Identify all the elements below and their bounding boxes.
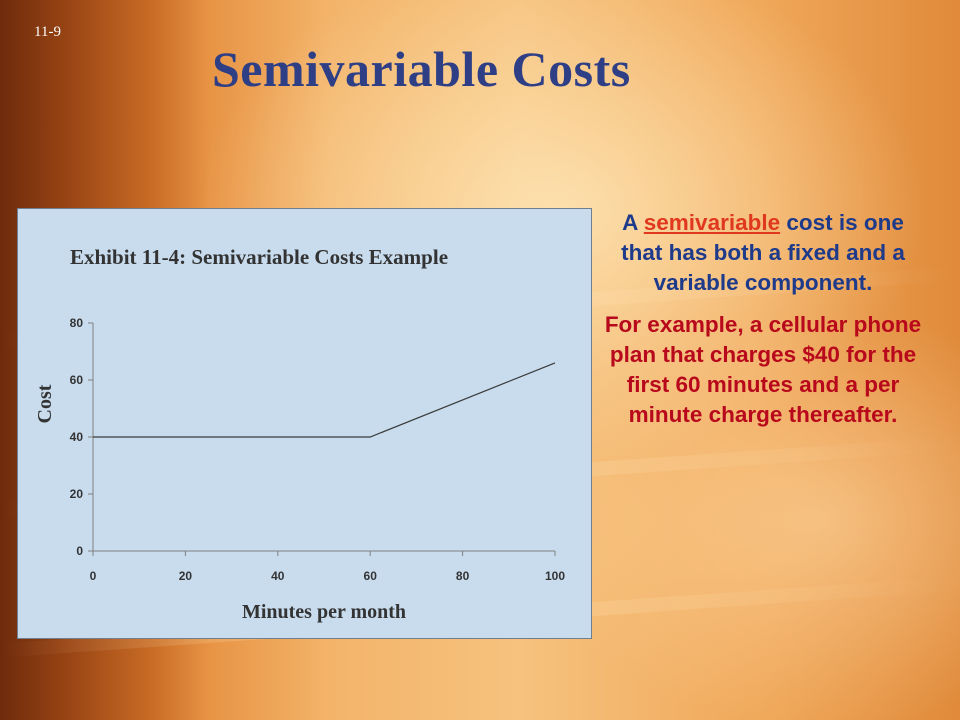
y-tick-label: 80 xyxy=(70,316,84,330)
x-tick-label: 80 xyxy=(456,569,470,583)
semivariable-link[interactable]: semivariable xyxy=(643,210,781,235)
y-tick-label: 0 xyxy=(76,544,83,558)
x-tick-label: 60 xyxy=(364,569,378,583)
text-block: A semivariable cost is one that has both… xyxy=(604,208,922,430)
chart-title: Exhibit 11-4: Semivariable Costs Example xyxy=(70,245,449,269)
slide-number: 11-9 xyxy=(34,24,61,40)
definition-paragraph: A semivariable cost is one that has both… xyxy=(604,208,922,298)
slide-title: Semivariable Costs xyxy=(212,41,631,97)
y-tick-label: 40 xyxy=(70,430,84,444)
chart-svg: 0 20 40 60 80 0 20 40 60 80 100 xyxy=(70,316,566,583)
x-tick-label: 0 xyxy=(90,569,97,583)
x-axis-label: Minutes per month xyxy=(241,601,407,623)
definition-suffix: cost is one that has both a fixed and a … xyxy=(621,210,905,295)
cost-series-line xyxy=(93,362,556,438)
example-paragraph: For example, a cellular phone plan that … xyxy=(604,312,922,427)
y-tick-label: 60 xyxy=(70,373,84,387)
x-tick-label: 100 xyxy=(545,569,565,583)
y-tick-label: 20 xyxy=(70,487,84,501)
x-tick-label: 20 xyxy=(179,569,193,583)
x-tick-label: 40 xyxy=(271,569,285,583)
chart-panel: 0 20 40 60 80 0 20 40 60 80 100 Exhibit 11-4: Semi… xyxy=(17,208,592,639)
definition-prefix: A xyxy=(622,210,644,235)
y-axis-label: Cost xyxy=(34,384,56,424)
